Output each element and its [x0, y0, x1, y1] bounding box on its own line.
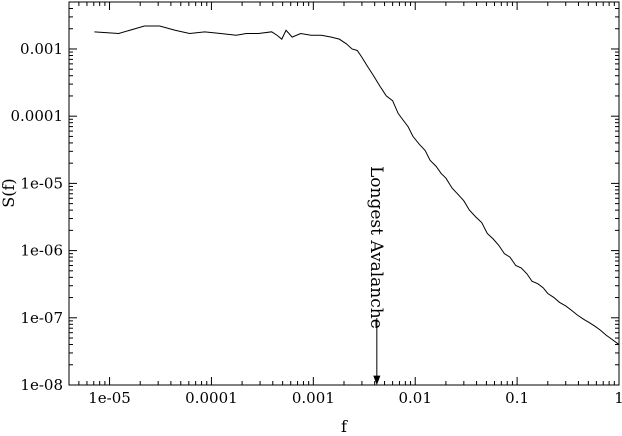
x-tick-label: 0.01	[399, 389, 432, 407]
x-tick-label: 1	[614, 389, 622, 407]
x-tick-label: 0.0001	[185, 389, 238, 407]
longest-avalanche-annotation: Longest Avalanche	[366, 166, 386, 329]
y-axis-ticks: 1e-08 1e-07 1e-06 1e-05 0.0001 0.001	[11, 1, 619, 394]
plot-frame	[68, 1, 620, 386]
y-tick-label: 1e-06	[20, 242, 63, 260]
y-tick-label: 1e-05	[20, 174, 63, 192]
y-tick-label: 1e-07	[20, 309, 63, 327]
series-line	[94, 25, 620, 345]
x-tick-label: 1e-05	[88, 389, 131, 407]
x-axis-label: f	[341, 417, 348, 436]
y-tick-label: 0.0001	[11, 107, 64, 125]
x-tick-label: 0.001	[292, 389, 335, 407]
y-axis-label: S(f)	[0, 178, 18, 207]
y-tick-label: 0.001	[20, 40, 63, 58]
annotation-arrowhead	[373, 375, 381, 386]
x-tick-label: 0.1	[505, 389, 529, 407]
x-axis-ticks: 1e-05 0.0001 0.001 0.01 0.1 1	[68, 2, 622, 407]
y-tick-label: 1e-08	[20, 376, 63, 394]
